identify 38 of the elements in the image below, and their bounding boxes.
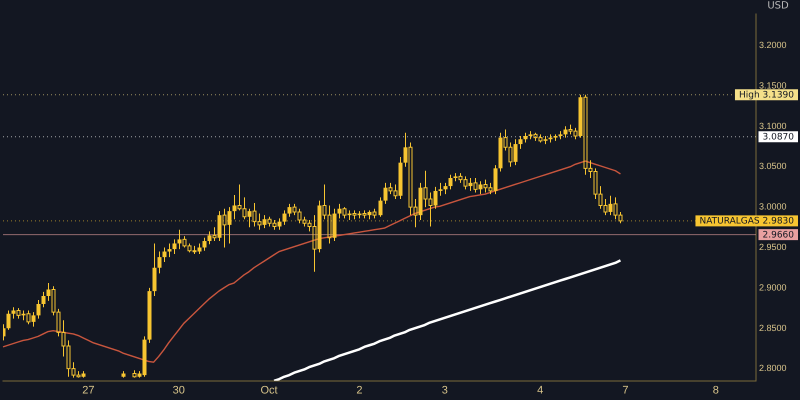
ref-line-label: 3.0870 [762, 132, 794, 143]
candlestick [162, 246, 166, 263]
candlestick [152, 242, 156, 296]
x-tick-label: Oct [260, 384, 278, 396]
y-tick-label: 3.1500 [759, 80, 787, 90]
y-axis-title: USD [767, 0, 789, 12]
y-tick-label: 3.1000 [759, 120, 787, 131]
ref-line-label: NATURALGAS 2.9830 [699, 216, 794, 227]
y-tick-label: 2.9500 [759, 242, 787, 252]
x-tick-label: 27 [82, 384, 94, 396]
x-tick-label: 4 [537, 384, 544, 396]
x-tick-label: 3 [442, 384, 448, 396]
candlestick [378, 196, 382, 218]
y-tick-label: 2.8000 [759, 363, 787, 374]
candlestick [168, 242, 172, 258]
candlestick [448, 174, 452, 190]
x-tick-label: 2 [356, 384, 362, 396]
y-tick-label: 3.0500 [759, 161, 787, 172]
candlestick [438, 182, 442, 196]
candlestick [282, 210, 286, 226]
x-tick-label: 7 [622, 384, 629, 396]
candlestick [444, 182, 448, 195]
candlestick [524, 132, 528, 143]
candlestick [172, 238, 176, 254]
y-tick-label: 2.8500 [759, 322, 787, 333]
candlestick [42, 291, 46, 308]
ref-line-label: High 3.1390 [738, 90, 794, 101]
x-tick-label: 30 [172, 384, 185, 396]
candlestick [158, 251, 162, 274]
y-tick-label: 2.9000 [759, 282, 787, 292]
y-tick-label: 3.0000 [759, 202, 787, 212]
candlestick [36, 300, 40, 320]
candlestick [6, 310, 10, 330]
candlestick [518, 136, 522, 150]
candlestick [202, 237, 206, 252]
y-tick-label: 3.2000 [759, 40, 787, 50]
ref-line-label: 2.9660 [762, 230, 794, 240]
x-tick-label: 8 [712, 384, 719, 396]
